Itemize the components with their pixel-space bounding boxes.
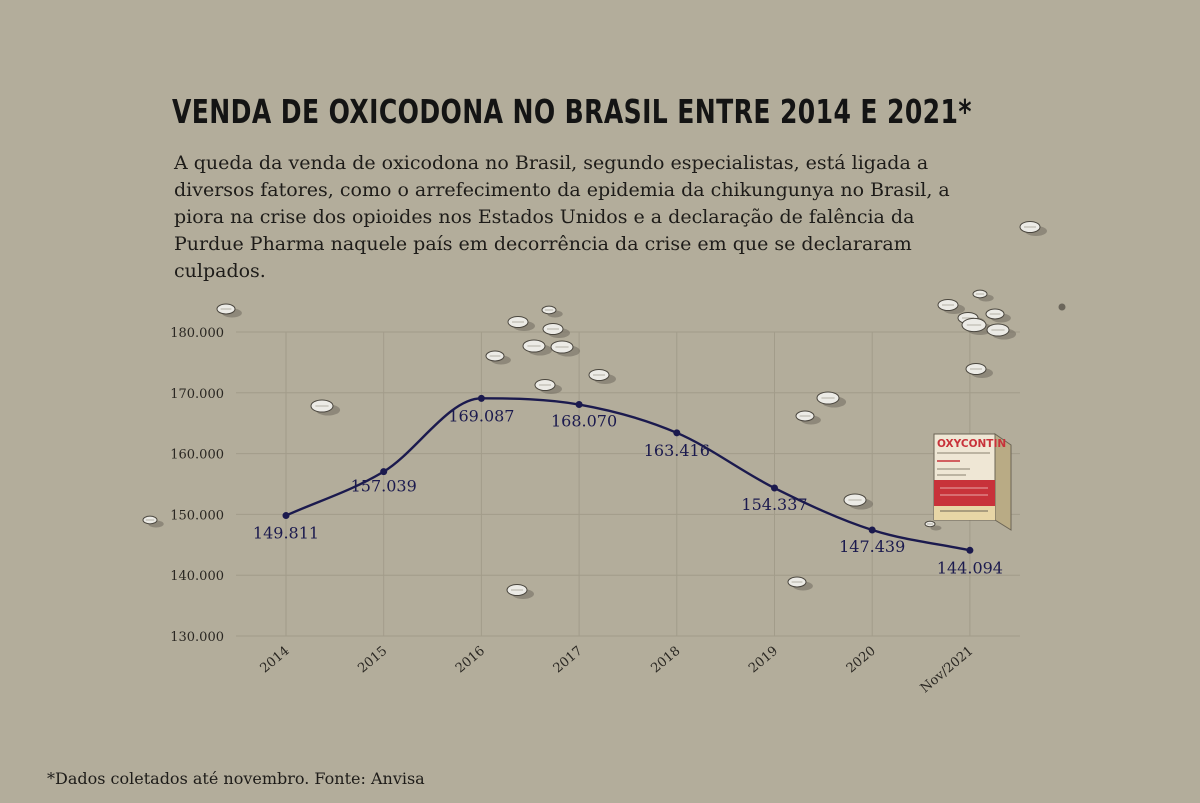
data-label: 168.070 bbox=[551, 412, 617, 431]
pill-icon bbox=[937, 299, 965, 314]
box-brand-text: OXYCONTIN bbox=[937, 438, 1006, 450]
data-label: 169.087 bbox=[448, 406, 514, 425]
pill-icon bbox=[787, 576, 813, 591]
chart-grid: 130.000 140.000 150.000 160.000 170.000 180.0… bbox=[170, 326, 1020, 696]
x-tick-label: 2017 bbox=[551, 644, 586, 677]
pill-icon bbox=[816, 391, 847, 408]
pill-icon bbox=[961, 317, 994, 335]
pill-icon bbox=[986, 323, 1017, 340]
pill-icon bbox=[550, 340, 581, 357]
x-tick-label: 2016 bbox=[453, 644, 488, 677]
data-point bbox=[575, 401, 583, 409]
pill-icon bbox=[507, 316, 535, 331]
data-point bbox=[771, 484, 778, 492]
pill-icon bbox=[924, 520, 942, 531]
x-tick-label: 2014 bbox=[258, 644, 293, 677]
data-point bbox=[477, 394, 485, 402]
pill-icon bbox=[843, 493, 874, 510]
series-line bbox=[285, 397, 971, 552]
pill-icon bbox=[522, 339, 553, 356]
oxycontin-box-illustration: OXYCONTIN bbox=[933, 433, 1012, 531]
pill-icon bbox=[985, 308, 1011, 323]
pill-icon bbox=[541, 305, 563, 318]
chart-title: VENDA DE OXICODONA NO BRASIL ENTRE 2014 … bbox=[172, 92, 972, 131]
x-tick-label: Nov/2021 bbox=[918, 644, 977, 697]
data-label: 157.039 bbox=[351, 477, 417, 496]
pill-decorations bbox=[142, 221, 1066, 599]
data-label: 163.416 bbox=[644, 441, 710, 460]
data-point bbox=[966, 546, 974, 554]
pill-icon bbox=[972, 289, 994, 302]
y-tick-label: 160.000 bbox=[170, 448, 224, 463]
data-point bbox=[282, 512, 290, 520]
pill-icon bbox=[588, 369, 616, 384]
pill-icon bbox=[216, 303, 242, 318]
y-tick-label: 150.000 bbox=[170, 508, 224, 523]
pill-icon bbox=[534, 379, 562, 394]
pill-icon bbox=[142, 515, 164, 528]
data-label: 144.094 bbox=[937, 558, 1003, 577]
data-point bbox=[673, 429, 681, 437]
chart-marks: 149.811 157.039 169.087 168.070 163.416 154.3… bbox=[253, 394, 1003, 577]
x-tick-label: 2018 bbox=[648, 644, 683, 677]
x-tick-label: 2020 bbox=[844, 644, 879, 677]
data-point bbox=[380, 468, 388, 476]
y-tick-label: 130.000 bbox=[170, 630, 224, 645]
source-note: *Dados coletados até novembro. Fonte: An… bbox=[47, 769, 425, 788]
pill-icon bbox=[310, 399, 341, 416]
y-tick-label: 180.000 bbox=[170, 326, 224, 341]
data-label: 154.337 bbox=[741, 495, 807, 514]
x-tick-label: 2019 bbox=[746, 644, 781, 677]
pill-icon bbox=[965, 363, 993, 378]
speck-decoration bbox=[1058, 303, 1066, 311]
data-label: 147.439 bbox=[839, 537, 905, 556]
x-tick-label: 2015 bbox=[355, 644, 390, 677]
data-point bbox=[868, 526, 876, 534]
y-tick-label: 170.000 bbox=[170, 387, 224, 402]
pill-icon bbox=[1019, 221, 1047, 236]
data-label: 149.811 bbox=[253, 524, 319, 543]
pill-icon bbox=[542, 323, 570, 338]
chart-subtitle: A queda da venda de oxicodona no Brasil,… bbox=[174, 152, 950, 282]
y-tick-label: 140.000 bbox=[170, 569, 224, 584]
pill-icon bbox=[506, 584, 534, 599]
pill-icon bbox=[795, 410, 821, 425]
pill-icon bbox=[485, 350, 511, 365]
